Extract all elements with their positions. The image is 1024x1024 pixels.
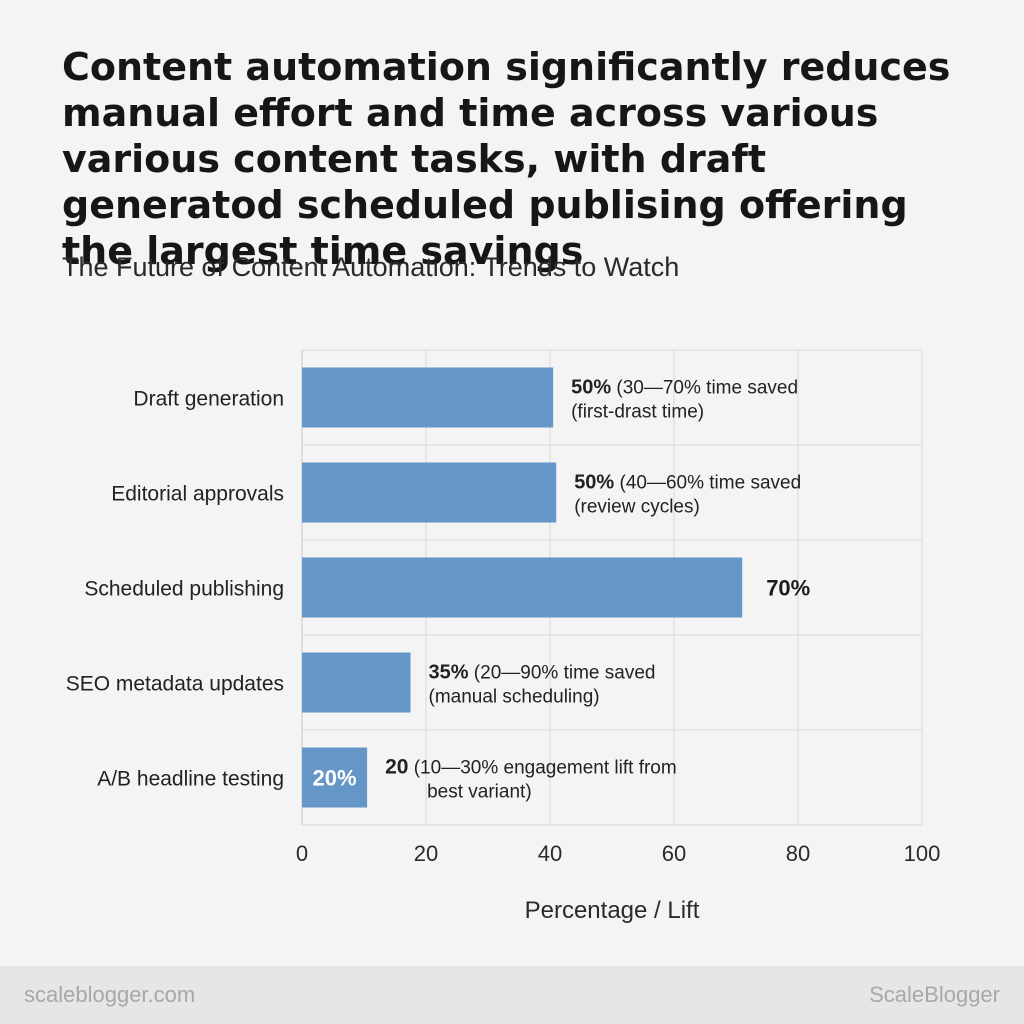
data-label-value: 50% [571, 377, 611, 399]
x-tick-label: 60 [662, 841, 686, 866]
chart-subtitle: The Future of Content Automation: Trends… [62, 252, 680, 282]
bar-inner-label: 20% [313, 766, 357, 791]
data-label: 35% (20—90% time saved [429, 662, 656, 684]
bar [302, 462, 557, 523]
data-label-value: 20 [385, 756, 408, 779]
category-label: A/B headline testing [97, 768, 284, 791]
data-label-value: 35% [429, 662, 469, 684]
data-label: 70% [766, 576, 810, 601]
x-axis-label: Percentage / Lift [525, 897, 700, 924]
footer-bar: scaleblogger.com ScaleBlogger [0, 966, 1024, 1024]
data-label-note: (30—70% time saved [611, 378, 798, 399]
data-label-line2: (first-drast time) [571, 402, 704, 423]
data-label-line2: best variant) [427, 782, 532, 803]
data-label: 50% (30—70% time saved [571, 377, 798, 399]
data-label-note: (40—60% time saved [614, 473, 801, 494]
category-label: SEO metadata updates [66, 673, 284, 696]
x-tick-label: 0 [296, 841, 308, 866]
bar [302, 557, 743, 618]
data-label-line2: (manual scheduling) [429, 687, 600, 708]
data-label-line2: (review cycles) [574, 497, 700, 518]
x-tick-label: 20 [414, 841, 438, 866]
bar [302, 652, 411, 713]
chart-title: Content automation significantly reduces… [62, 45, 951, 273]
category-label: Editorial approvals [111, 483, 284, 506]
data-label-note: (10—30% engagement lift from [408, 758, 676, 779]
footer-site-url: scaleblogger.com [24, 982, 196, 1007]
footer-brand: ScaleBlogger [869, 982, 1000, 1007]
bar [302, 367, 554, 428]
x-tick-label: 40 [538, 841, 562, 866]
category-label: Scheduled publishing [84, 578, 284, 601]
x-tick-label: 80 [786, 841, 810, 866]
data-label: 20 (10—30% engagement lift from [385, 756, 677, 779]
category-label: Draft generation [133, 388, 284, 411]
x-tick-label: 100 [904, 841, 941, 866]
data-label-value: 50% [574, 472, 614, 494]
bar-chart: 0 20 40 60 80 100 Percentage / Lift Draft gener… [66, 349, 941, 924]
bar [302, 747, 368, 808]
data-label-note: (20—90% time saved [469, 663, 656, 684]
data-label: 50% (40—60% time saved [574, 472, 801, 494]
